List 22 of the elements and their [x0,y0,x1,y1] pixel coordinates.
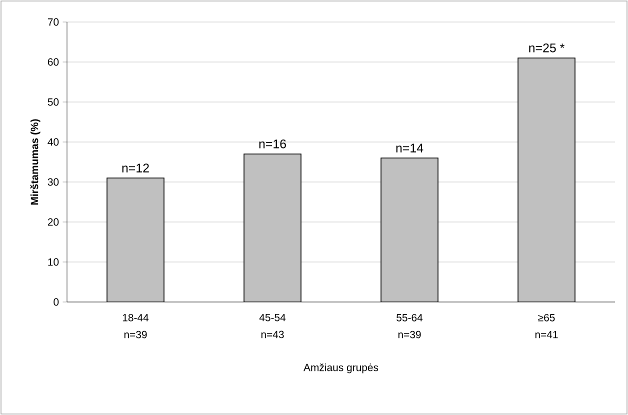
y-tick-label: 40 [48,138,59,146]
annotation: n=14 [396,144,424,152]
bar [106,178,164,302]
bar [380,158,438,302]
bar [244,154,302,302]
y-tick-label: 30 [48,178,59,186]
y-tick-label: 10 [48,258,59,266]
y-tick-label: 60 [48,58,59,66]
annotation: n=25 * [529,44,564,52]
y-tick-label: 0 [54,298,59,306]
y-tick-label: 20 [48,218,59,226]
y-tick-label: 70 [48,18,59,26]
x-tick-label: 45-54 n=43 [259,314,286,338]
bar [518,58,576,302]
annotation: n=12 [122,164,149,172]
y-axis-title: Mirštamumas (%) [30,119,40,205]
x-axis-title: Amžiaus grupės [304,363,378,374]
annotation: n=16 [259,140,286,148]
x-tick-label: ≥65 n=41 [535,314,558,338]
x-tick-label: 18-44 n=39 [122,314,149,338]
x-tick-label: 55-64 n=39 [396,314,423,338]
y-tick-label: 50 [48,98,59,106]
